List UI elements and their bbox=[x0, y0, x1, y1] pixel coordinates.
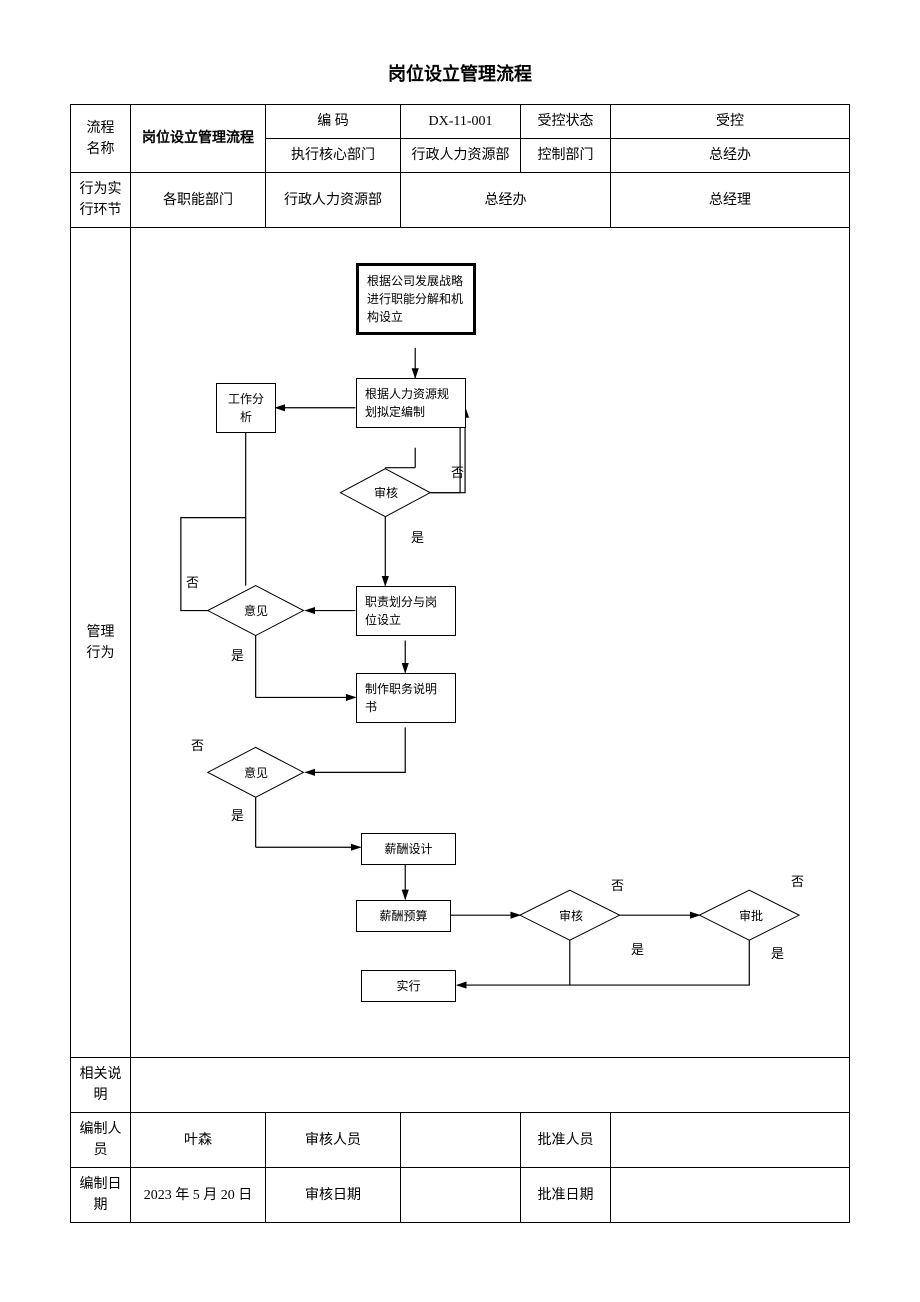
hdr-control-status-value: 受控 bbox=[611, 105, 850, 139]
audit2-no-label: 否 bbox=[611, 876, 624, 896]
opinion1-no-label: 否 bbox=[186, 573, 199, 593]
footer-approve-date-value bbox=[611, 1168, 850, 1223]
hdr-control-status-label: 受控状态 bbox=[521, 105, 611, 139]
hdr-core-dept-label: 执行核心部门 bbox=[266, 139, 401, 173]
hdr-code-value: DX-11-001 bbox=[401, 105, 521, 139]
hdr-process-name-value: 岗位设立管理流程 bbox=[131, 105, 266, 173]
footer-review-date-label: 审核日期 bbox=[266, 1168, 401, 1223]
lane-col-2: 行政人力资源部 bbox=[266, 173, 401, 228]
audit1-no-label: 否 bbox=[451, 463, 464, 483]
lane-col-1: 各职能部门 bbox=[131, 173, 266, 228]
footer-approve-date-label: 批准日期 bbox=[521, 1168, 611, 1223]
footer-author-label: 编制人员 bbox=[71, 1113, 131, 1168]
opinion2-no-label: 否 bbox=[191, 736, 204, 756]
hdr-core-dept-value: 行政人力资源部 bbox=[401, 139, 521, 173]
flowchart-svg bbox=[131, 228, 849, 1057]
process-table: 流程 名称 岗位设立管理流程 编 码 DX-11-001 受控状态 受控 执行核… bbox=[70, 104, 850, 1223]
hdr-code-label: 编 码 bbox=[266, 105, 401, 139]
footer-review-date-value bbox=[401, 1168, 521, 1223]
footer-notes-value bbox=[131, 1058, 850, 1113]
footer-notes-label: 相关说明 bbox=[71, 1058, 131, 1113]
approve-no-label: 否 bbox=[791, 872, 804, 892]
footer-approver-value bbox=[611, 1113, 850, 1168]
node-exec: 实行 bbox=[361, 970, 456, 1002]
footer-author-date-label: 编制日期 bbox=[71, 1168, 131, 1223]
audit2-yes-label: 是 bbox=[631, 940, 644, 960]
flow-row-label: 管理 行为 bbox=[71, 228, 131, 1058]
node-job-analysis: 工作分析 bbox=[216, 383, 276, 433]
hdr-process-name-label: 流程 名称 bbox=[71, 105, 131, 173]
node-paybudget: 薪酬预算 bbox=[356, 900, 451, 932]
hdr-control-dept-value: 总经办 bbox=[611, 139, 850, 173]
flowchart-canvas: 根据公司发展战略进行职能分解和机构设立 根据人力资源规划拟定编制 工作分析 审核… bbox=[131, 228, 850, 1058]
footer-author-value: 叶森 bbox=[131, 1113, 266, 1168]
node-start: 根据公司发展战略进行职能分解和机构设立 bbox=[356, 263, 476, 335]
footer-approver-label: 批准人员 bbox=[521, 1113, 611, 1168]
node-manual: 制作职务说明书 bbox=[356, 673, 456, 723]
footer-reviewer-label: 审核人员 bbox=[266, 1113, 401, 1168]
opinion2-yes-label: 是 bbox=[231, 806, 244, 826]
lane-col-3: 总经办 bbox=[401, 173, 611, 228]
footer-reviewer-value bbox=[401, 1113, 521, 1168]
node-paydesign: 薪酬设计 bbox=[361, 833, 456, 865]
node-plan: 根据人力资源规划拟定编制 bbox=[356, 378, 466, 428]
hdr-control-dept-label: 控制部门 bbox=[521, 139, 611, 173]
audit1-yes-label: 是 bbox=[411, 528, 424, 548]
opinion1-yes-label: 是 bbox=[231, 646, 244, 666]
footer-author-date-value: 2023 年 5 月 20 日 bbox=[131, 1168, 266, 1223]
page-title: 岗位设立管理流程 bbox=[70, 60, 850, 86]
node-duty: 职责划分与岗位设立 bbox=[356, 586, 456, 636]
lane-header-label: 行为实行环节 bbox=[71, 173, 131, 228]
lane-col-4: 总经理 bbox=[611, 173, 850, 228]
approve-yes-label: 是 bbox=[771, 944, 784, 964]
